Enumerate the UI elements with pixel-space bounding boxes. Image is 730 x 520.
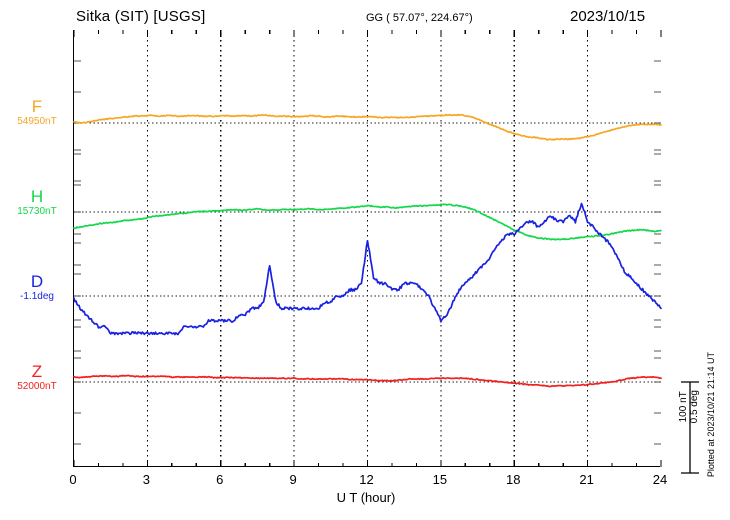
component-value-h: 15730nT <box>17 205 57 217</box>
component-value-d: -1.1deg <box>20 290 54 302</box>
station-title: Sitka (SIT) [USGS] <box>76 8 206 25</box>
geographic-coordinates: GG ( 57.07°, 224.67°) <box>366 12 473 24</box>
scale-bar-nt: 100 nT <box>678 391 689 423</box>
x-tick-15: 15 <box>432 472 448 487</box>
component-symbol-h: H <box>30 187 44 206</box>
x-tick-24: 24 <box>652 472 668 487</box>
x-tick-21: 21 <box>579 472 594 487</box>
scale-bar-deg: 0.5 deg <box>689 390 701 424</box>
x-tick-18: 18 <box>506 472 521 487</box>
component-symbol-f: F <box>31 97 43 116</box>
x-tick-0: 0 <box>69 472 77 487</box>
magnetogram-plot-area <box>73 30 699 474</box>
plot-canvas <box>73 30 699 474</box>
x-axis-label: U T (hour) <box>336 490 396 505</box>
component-label-f: F 54950nT <box>2 98 72 127</box>
scale-bar-units: 100 nT 0.5 deg <box>678 390 700 423</box>
observation-date: 2023/10/15 <box>570 8 646 25</box>
component-value-z: 52000nT <box>17 380 57 392</box>
component-value-f: 54950nT <box>17 115 57 127</box>
x-tick-12: 12 <box>359 472 374 487</box>
component-label-h: H 15730nT <box>2 188 72 217</box>
plot-timestamp: Plotted at 2023/10/21 21:14 UT <box>706 352 716 478</box>
x-tick-3: 3 <box>142 472 150 487</box>
x-tick-6: 6 <box>216 472 224 487</box>
component-label-z: Z 52000nT <box>2 363 72 392</box>
x-tick-9: 9 <box>289 472 297 487</box>
component-label-d: D -1.1deg <box>2 273 72 302</box>
component-symbol-z: Z <box>31 362 43 381</box>
component-symbol-d: D <box>30 272 44 291</box>
